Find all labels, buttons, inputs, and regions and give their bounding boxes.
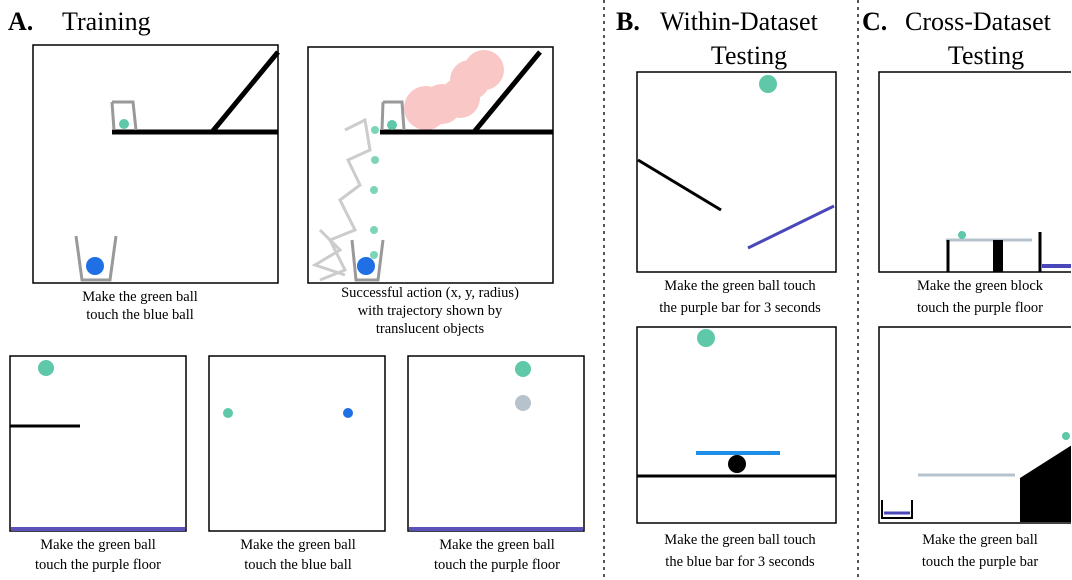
caption-line: with trajectory shown by [358, 303, 503, 319]
caption-line: Make the green ball touch [664, 278, 816, 294]
caption-line: Make the green ball [240, 537, 356, 553]
caption-line: the purple bar for 3 seconds [659, 300, 821, 316]
panel-letter: B. [616, 7, 640, 36]
caption-line: Make the green ball [82, 289, 198, 305]
panel-title: Training [62, 7, 151, 36]
panel-title: Testing [711, 41, 787, 70]
caption-line: touch the purple floor [35, 557, 161, 573]
scene [32, 44, 280, 284]
scene [878, 71, 1072, 273]
panel-letter: C. [862, 7, 887, 36]
caption-line: touch the blue ball [244, 557, 352, 573]
caption-line: Successful action (x, y, radius) [341, 285, 519, 301]
caption-line: the blue bar for 3 seconds [665, 554, 815, 570]
caption-line: Make the green ball [439, 537, 555, 553]
caption-line: Make the green ball [922, 532, 1038, 548]
scene [9, 355, 187, 532]
panel-title: Cross-Dataset [905, 7, 1052, 36]
panel-title: Testing [948, 41, 1024, 70]
caption-line: Make the green block [917, 278, 1044, 294]
caption-line: touch the purple floor [917, 300, 1043, 316]
scene [208, 355, 386, 532]
scene [407, 355, 585, 532]
scene [878, 326, 1072, 524]
panel-letter: A. [8, 7, 33, 36]
caption-line: translucent objects [376, 321, 485, 337]
caption-line: touch the blue ball [86, 307, 194, 323]
caption-line: Make the green ball [40, 537, 156, 553]
scene [636, 71, 837, 273]
panel-title: Within-Dataset [660, 7, 819, 36]
caption-line: Make the green ball touch [664, 532, 816, 548]
caption-line: touch the purple bar [922, 554, 1039, 570]
caption-line: touch the purple floor [434, 557, 560, 573]
scene [636, 326, 837, 524]
scene [307, 46, 554, 284]
